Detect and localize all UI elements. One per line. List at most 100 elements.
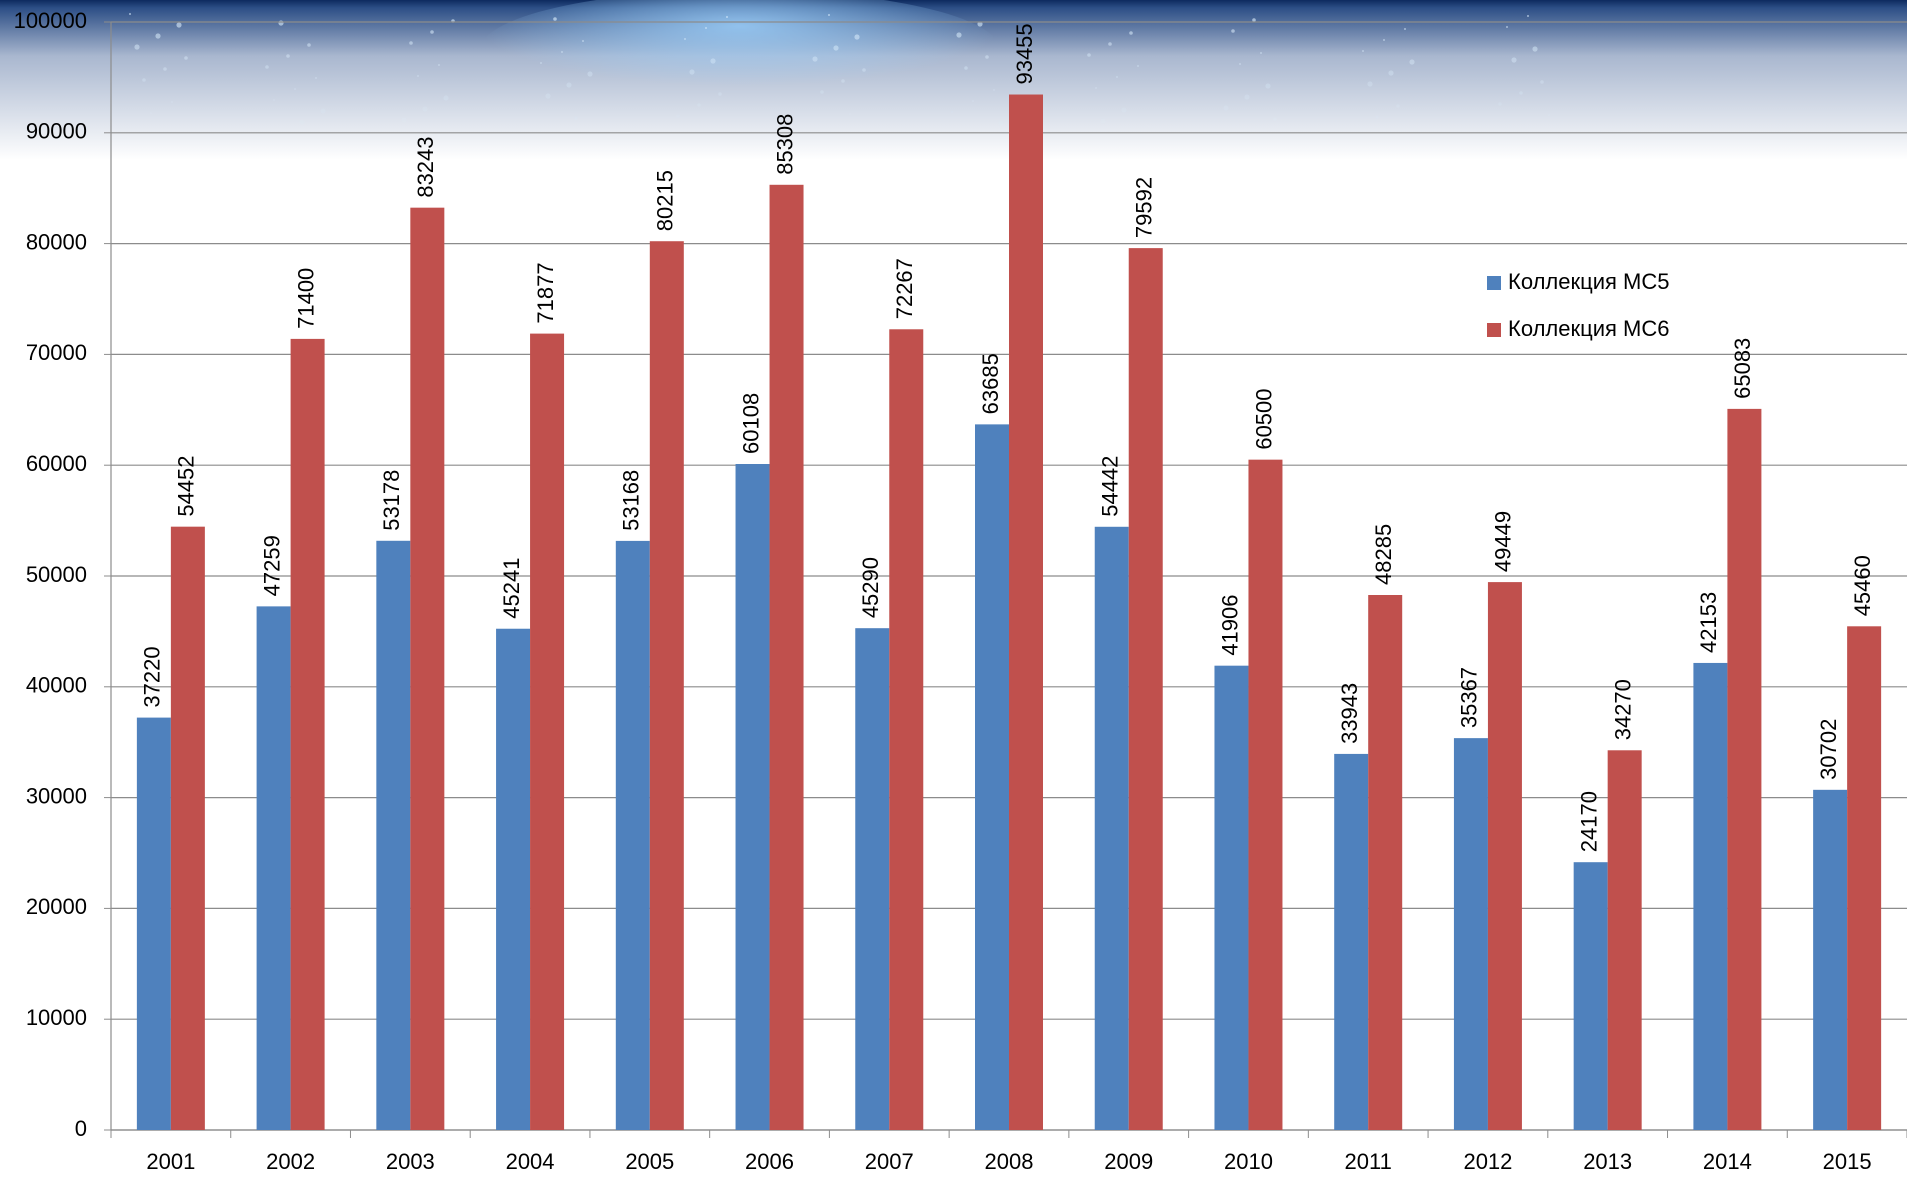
- background-star: [972, 100, 974, 102]
- bar: [376, 541, 410, 1130]
- background-star: [862, 68, 866, 72]
- data-label: 85308: [772, 114, 797, 175]
- data-label: 53168: [619, 470, 644, 531]
- background-star: [176, 22, 181, 27]
- data-label: 34270: [1610, 679, 1635, 740]
- bar: [1129, 248, 1163, 1130]
- data-label: 72267: [892, 258, 917, 319]
- background-star: [1095, 87, 1097, 89]
- y-tick-label: 80000: [26, 229, 87, 254]
- background-star: [828, 14, 830, 16]
- background-star: [1260, 52, 1262, 54]
- x-tick-label: 2008: [985, 1149, 1034, 1174]
- data-label: 48285: [1371, 524, 1396, 585]
- background-star: [1108, 42, 1112, 46]
- x-tick-label: 2009: [1104, 1149, 1153, 1174]
- bar: [855, 628, 889, 1130]
- background-star: [422, 106, 427, 111]
- background-star: [854, 34, 859, 39]
- background-star: [993, 89, 995, 91]
- background-star: [985, 55, 989, 59]
- y-tick-label: 50000: [26, 562, 87, 587]
- background-star: [299, 119, 304, 124]
- background-star: [1239, 63, 1241, 65]
- data-label: 54442: [1098, 456, 1123, 517]
- background-star: [1137, 65, 1139, 67]
- background-star: [1506, 26, 1508, 28]
- background-star: [1498, 102, 1502, 106]
- background-star: [1244, 94, 1249, 99]
- background-star: [951, 111, 953, 113]
- x-tick-label: 2015: [1823, 1149, 1872, 1174]
- background-star: [401, 117, 406, 122]
- data-label: 71877: [533, 262, 558, 323]
- background-star: [676, 114, 680, 118]
- bar: [736, 464, 770, 1130]
- bar: [1454, 738, 1488, 1130]
- data-label: 60108: [738, 393, 763, 454]
- data-label: 71400: [293, 268, 318, 329]
- background-star: [540, 62, 542, 64]
- background-star: [710, 58, 715, 63]
- bar: [137, 718, 171, 1130]
- background-star: [150, 112, 152, 114]
- background-star: [1383, 39, 1385, 41]
- data-label: 93455: [1012, 23, 1037, 84]
- background-star: [689, 69, 694, 74]
- background-star: [278, 20, 283, 25]
- background-star: [1367, 81, 1372, 86]
- background-star: [1404, 28, 1406, 30]
- x-tick-label: 2003: [386, 1149, 435, 1174]
- data-label: 42153: [1696, 592, 1721, 653]
- y-tick-label: 90000: [26, 119, 87, 144]
- background-star: [286, 54, 290, 58]
- background-star: [163, 67, 167, 71]
- data-label: 60500: [1251, 388, 1276, 449]
- background-star: [726, 16, 728, 18]
- data-label: 35367: [1457, 667, 1482, 728]
- bar: [975, 424, 1009, 1130]
- bar: [1334, 754, 1368, 1130]
- x-tick-label: 2004: [506, 1149, 555, 1174]
- background-star: [561, 51, 563, 53]
- x-tick-label: 2006: [745, 1149, 794, 1174]
- chart: 0100002000030000400005000060000700008000…: [0, 0, 1907, 1178]
- bar: [1095, 527, 1129, 1130]
- background-star: [1100, 118, 1105, 123]
- background-star: [998, 120, 1003, 125]
- legend-swatch: [1487, 323, 1501, 337]
- background-star: [265, 65, 269, 69]
- bar: [1693, 663, 1727, 1130]
- data-label: 24170: [1576, 791, 1601, 852]
- background-star: [409, 41, 413, 45]
- data-label: 63685: [978, 353, 1003, 414]
- background-star: [443, 95, 448, 100]
- bar: [889, 329, 923, 1130]
- background-star: [129, 13, 131, 15]
- bar: [530, 334, 564, 1130]
- background-star: [1223, 105, 1228, 110]
- bar: [650, 241, 684, 1130]
- background-star: [812, 56, 817, 61]
- background-star: [820, 90, 824, 94]
- background-star: [1087, 53, 1091, 57]
- bar: [1608, 750, 1642, 1130]
- data-label: 33943: [1337, 683, 1362, 744]
- x-tick-label: 2005: [625, 1149, 674, 1174]
- background-star: [320, 108, 325, 113]
- x-tick-label: 2001: [146, 1149, 195, 1174]
- background-star: [307, 43, 311, 47]
- y-tick-label: 0: [75, 1116, 87, 1141]
- x-tick-label: 2002: [266, 1149, 315, 1174]
- y-tick-label: 100000: [14, 8, 87, 33]
- x-tick-label: 2007: [865, 1149, 914, 1174]
- background-star: [273, 99, 275, 101]
- background-star: [1548, 114, 1550, 116]
- background-star: [1409, 59, 1414, 64]
- background-star: [1116, 76, 1118, 78]
- background-star: [134, 44, 139, 49]
- background-star: [718, 92, 722, 96]
- x-tick-label: 2010: [1224, 1149, 1273, 1174]
- x-tick-label: 2011: [1345, 1149, 1392, 1174]
- background-star: [705, 27, 707, 29]
